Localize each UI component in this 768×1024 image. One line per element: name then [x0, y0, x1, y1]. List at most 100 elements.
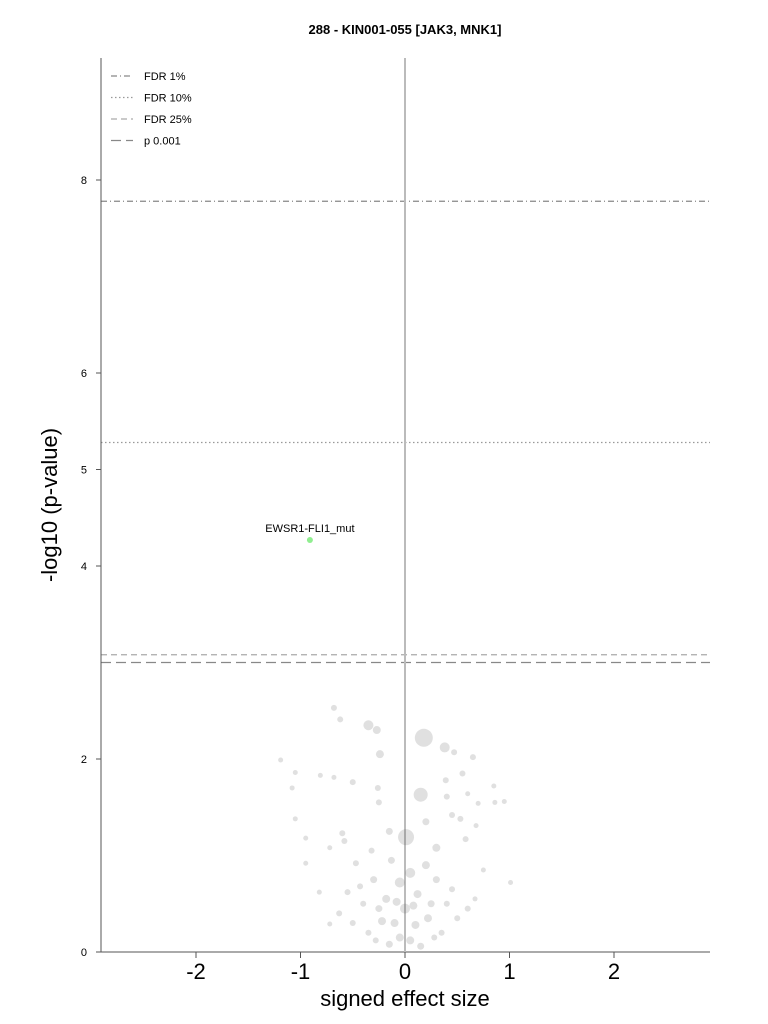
point-55: [370, 876, 378, 884]
y-tick-label-3: 5: [81, 465, 87, 477]
point-48: [387, 856, 395, 864]
y-axis-ticks: 0 2 4 5 6 8: [81, 175, 101, 959]
point-3: [439, 742, 450, 753]
point-49: [394, 877, 405, 888]
point-20: [442, 777, 449, 784]
point-76: [372, 937, 379, 944]
legend-label-1: FDR 10%: [144, 93, 192, 105]
data-points: [278, 704, 514, 950]
point-62: [378, 917, 387, 926]
x-axis-ticks: -2 -1 0 1 2: [186, 952, 620, 984]
point-36: [327, 921, 333, 927]
point-65: [411, 920, 420, 929]
x-axis-label: signed effect size: [320, 986, 490, 1011]
point-46: [422, 818, 430, 826]
legend-label-2: FDR 25%: [144, 114, 192, 126]
point-19: [375, 799, 382, 806]
x-tick-label-4: 2: [608, 959, 620, 984]
x-tick-label-3: 1: [503, 959, 515, 984]
highlight-label-0: EWSR1-FLI1_mut: [265, 523, 354, 535]
point-61: [438, 929, 445, 936]
point-75: [431, 934, 438, 941]
point-77: [464, 905, 471, 912]
point-4: [363, 720, 374, 731]
x-tick-label-0: -2: [186, 959, 206, 984]
point-5: [372, 726, 381, 735]
point-47: [385, 827, 393, 835]
point-56: [360, 900, 367, 907]
point-10: [469, 754, 476, 761]
point-28: [303, 835, 309, 841]
point-68: [385, 940, 393, 948]
point-44: [432, 843, 441, 852]
point-21: [443, 793, 450, 800]
point-54: [432, 876, 440, 884]
point-58: [454, 915, 461, 922]
point-50: [405, 867, 416, 878]
point-80: [357, 883, 364, 890]
point-53: [421, 861, 430, 870]
point-38: [339, 830, 346, 837]
point-14: [289, 785, 295, 791]
point-32: [473, 823, 479, 829]
point-15: [317, 772, 323, 778]
point-43: [462, 836, 469, 843]
point-64: [390, 919, 399, 928]
point-57: [443, 900, 450, 907]
point-70: [400, 903, 410, 914]
point-16: [331, 774, 337, 780]
point-51: [413, 890, 422, 899]
point-18: [374, 784, 381, 791]
point-41: [368, 847, 375, 854]
point-63: [423, 914, 432, 923]
y-tick-label-0: 0: [81, 947, 87, 959]
point-11: [459, 770, 466, 777]
point-23: [475, 800, 481, 806]
point-37: [344, 889, 351, 896]
point-2: [398, 829, 415, 846]
point-35: [316, 889, 322, 895]
point-74: [375, 905, 383, 913]
point-7: [330, 704, 337, 711]
point-12: [278, 757, 284, 763]
point-59: [349, 920, 356, 927]
point-67: [406, 936, 415, 945]
y-tick-label-2: 4: [81, 561, 87, 573]
point-29: [303, 860, 309, 866]
point-69: [417, 942, 425, 950]
point-8: [337, 716, 344, 723]
point-45: [449, 811, 456, 818]
point-30: [327, 845, 333, 851]
point-1: [413, 787, 428, 802]
point-79: [449, 886, 456, 893]
y-tick-label-5: 8: [81, 175, 87, 187]
highlighted-points: EWSR1-FLI1_mut: [265, 523, 355, 543]
point-42: [457, 815, 464, 822]
point-71: [392, 897, 401, 906]
chart-title: 288 - KIN001-055 [JAK3, MNK1]: [309, 22, 502, 37]
y-tick-label-1: 2: [81, 754, 87, 766]
point-33: [480, 867, 486, 873]
point-78: [336, 910, 343, 917]
x-tick-label-1: -1: [291, 959, 311, 984]
point-17: [349, 779, 356, 786]
point-9: [451, 749, 458, 756]
point-39: [341, 838, 348, 845]
y-tick-label-4: 6: [81, 368, 87, 380]
point-60: [365, 929, 372, 936]
point-27: [292, 816, 298, 822]
y-axis-label: -log10 (p-value): [37, 428, 62, 582]
point-25: [492, 799, 498, 805]
point-40: [352, 860, 359, 867]
x-tick-label-2: 0: [399, 959, 411, 984]
point-24: [491, 783, 497, 789]
point-73: [427, 900, 435, 908]
point-22: [465, 791, 471, 797]
legend-label-0: FDR 1%: [144, 71, 186, 83]
point-72: [409, 901, 418, 910]
point-0: [414, 728, 433, 747]
legend-label-3: p 0.001: [144, 136, 181, 148]
point-31: [508, 880, 514, 886]
legend: FDR 1% FDR 10% FDR 25% p 0.001: [111, 71, 192, 148]
